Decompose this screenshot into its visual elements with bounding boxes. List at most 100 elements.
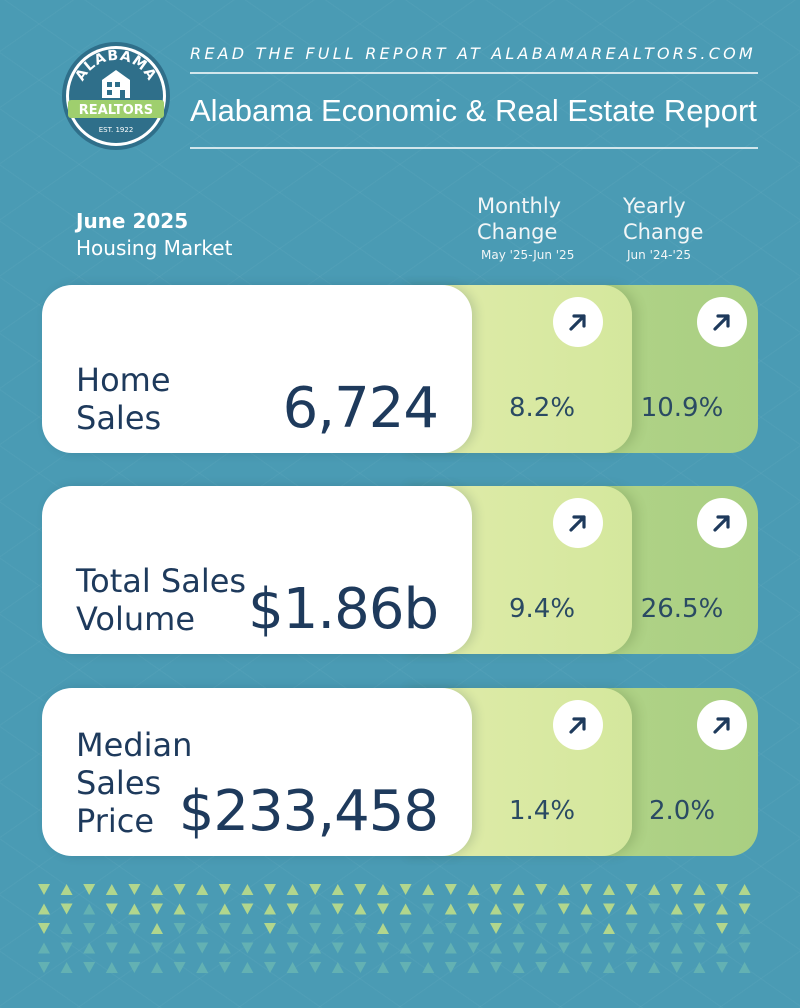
pattern-triangle xyxy=(444,884,457,895)
pattern-triangle xyxy=(218,884,231,895)
pattern-triangle xyxy=(738,942,751,954)
pattern-triangle xyxy=(264,942,276,954)
pattern-triangle xyxy=(648,903,661,915)
pattern-triangle xyxy=(693,942,706,954)
yearly-change-value: 26.5% xyxy=(640,594,724,624)
header-divider-bottom xyxy=(190,147,758,149)
pattern-triangle xyxy=(603,962,615,973)
pattern-triangle xyxy=(716,884,728,895)
pattern-triangle xyxy=(83,942,96,954)
pattern-triangle xyxy=(535,903,548,915)
pattern-triangle xyxy=(444,942,457,954)
pattern-triangle xyxy=(309,942,322,954)
pattern-triangle xyxy=(648,923,661,934)
pattern-triangle xyxy=(444,923,457,934)
pattern-triangle xyxy=(377,962,389,973)
pattern-triangle xyxy=(580,923,593,934)
yearly-header-range: Jun '24-'25 xyxy=(627,248,692,262)
metric-label-line: Total Sales xyxy=(76,562,247,600)
pattern-triangle xyxy=(241,942,254,954)
pattern-triangle xyxy=(286,942,299,954)
pattern-triangle xyxy=(399,923,412,934)
pattern-triangle xyxy=(670,884,683,895)
pattern-triangle xyxy=(716,942,728,954)
period-month: June 2025 xyxy=(76,209,189,233)
metric-label-line: Volume xyxy=(76,600,196,638)
pattern-triangle xyxy=(625,923,638,934)
pattern-triangle xyxy=(218,903,231,915)
pattern-triangle xyxy=(105,903,118,915)
pattern-triangle xyxy=(60,884,73,895)
pattern-triangle xyxy=(512,923,525,934)
metric-label-line: Sales xyxy=(76,399,162,437)
pattern-triangle xyxy=(399,884,412,895)
pattern-triangle xyxy=(535,884,548,895)
pattern-triangle xyxy=(490,903,502,915)
pattern-triangle xyxy=(580,903,593,915)
pattern-triangle xyxy=(603,942,615,954)
pattern-triangle xyxy=(38,923,50,934)
report-link-tagline[interactable]: READ THE FULL REPORT AT ALABAMAREALTORS.… xyxy=(190,44,756,63)
pattern-triangle xyxy=(151,942,163,954)
pattern-triangle xyxy=(286,962,299,973)
yearly-change-header: Yearly Change Jun '24-'25 xyxy=(623,193,703,263)
metric-label: Home Sales xyxy=(76,361,171,437)
pattern-triangle xyxy=(399,942,412,954)
pattern-triangle xyxy=(670,942,683,954)
pattern-triangle xyxy=(693,903,706,915)
pattern-triangle xyxy=(151,884,163,895)
pattern-triangle xyxy=(422,884,435,895)
triangle-pattern-decoration xyxy=(38,884,751,973)
pattern-triangle xyxy=(128,923,141,934)
pattern-triangle xyxy=(490,884,502,895)
pattern-triangle xyxy=(716,923,728,934)
pattern-triangle xyxy=(331,942,344,954)
pattern-triangle xyxy=(264,903,276,915)
pattern-triangle xyxy=(105,884,118,895)
pattern-triangle xyxy=(60,903,73,915)
metric-value: 6,724 xyxy=(282,376,439,441)
pattern-triangle xyxy=(354,884,367,895)
arrow-up-right-icon xyxy=(553,297,603,347)
pattern-triangle xyxy=(580,962,593,973)
monthly-change-value: 8.2% xyxy=(508,393,576,423)
pattern-triangle xyxy=(173,942,186,954)
pattern-triangle xyxy=(83,884,96,895)
pattern-triangle xyxy=(173,884,186,895)
arrow-up-right-icon xyxy=(697,297,747,347)
pattern-triangle xyxy=(557,942,570,954)
pattern-triangle xyxy=(38,942,50,954)
pattern-triangle xyxy=(377,884,389,895)
period-subtitle: Housing Market xyxy=(76,236,233,260)
pattern-triangle xyxy=(60,962,73,973)
pattern-triangle xyxy=(377,923,389,934)
metric-card-median-sales-price: Median Sales Price $233,458 1.4% 2.0% xyxy=(42,688,758,856)
monthly-header-line1: Monthly xyxy=(477,194,562,218)
pattern-triangle xyxy=(354,962,367,973)
arrow-up-right-icon xyxy=(697,700,747,750)
pattern-triangle xyxy=(241,962,254,973)
pattern-triangle xyxy=(309,884,322,895)
pattern-triangle xyxy=(331,903,344,915)
alabama-realtors-logo: ALABAMA REALTORS EST. 1922 xyxy=(62,42,170,150)
pattern-triangle xyxy=(535,942,548,954)
pattern-triangle xyxy=(580,884,593,895)
pattern-triangle xyxy=(557,884,570,895)
pattern-triangle xyxy=(196,962,209,973)
pattern-triangle xyxy=(105,942,118,954)
pattern-triangle xyxy=(196,884,209,895)
pattern-triangle xyxy=(331,884,344,895)
pattern-triangle xyxy=(625,903,638,915)
pattern-triangle xyxy=(603,903,615,915)
pattern-triangle xyxy=(331,923,344,934)
pattern-triangle xyxy=(354,942,367,954)
pattern-triangle xyxy=(264,923,276,934)
pattern-triangle xyxy=(38,962,50,973)
header-divider-top xyxy=(190,72,758,74)
pattern-triangle xyxy=(264,884,276,895)
pattern-triangle xyxy=(738,923,751,934)
pattern-triangle xyxy=(128,942,141,954)
pattern-triangle xyxy=(580,942,593,954)
pattern-triangle xyxy=(557,962,570,973)
pattern-triangle xyxy=(738,903,751,915)
